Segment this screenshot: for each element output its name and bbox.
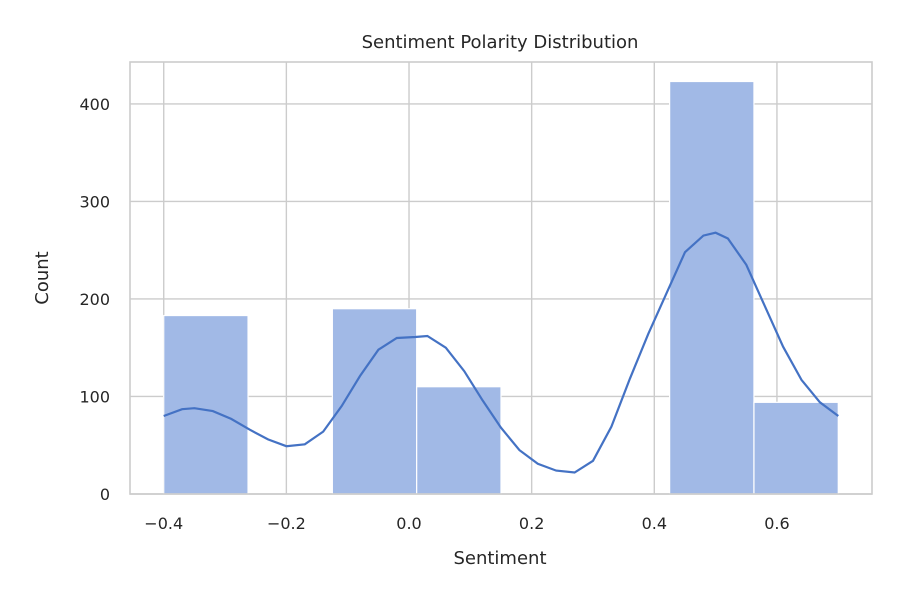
y-axis-label: Count [32, 251, 53, 304]
y-axis-ticks: 0 100 200 300 400 [79, 95, 110, 504]
y-tick-label: 400 [79, 95, 110, 114]
histogram-bar [416, 386, 502, 495]
plot-frame [129, 61, 873, 495]
y-tick-label: 0 [100, 485, 110, 504]
x-tick-label: 0.6 [764, 514, 789, 533]
x-tick-label: 0.2 [519, 514, 544, 533]
x-tick-label: 0.4 [642, 514, 667, 533]
y-tick-label: 100 [79, 387, 110, 406]
histogram-bars [163, 80, 839, 495]
histogram-bar [753, 401, 839, 495]
x-tick-label: −0.2 [267, 514, 306, 533]
histogram-bar [669, 80, 755, 495]
x-tick-label: 0.0 [396, 514, 421, 533]
kde-curve [163, 231, 839, 474]
y-tick-label: 300 [79, 192, 110, 211]
x-axis-ticks: −0.4 −0.2 0.0 0.2 0.4 0.6 [144, 514, 789, 533]
x-tick-label: −0.4 [144, 514, 183, 533]
histogram-bar [331, 308, 418, 495]
histogram-bar [163, 314, 249, 495]
y-tick-label: 200 [79, 290, 110, 309]
x-axis-label: Sentiment [453, 548, 546, 569]
chart-title: Sentiment Polarity Distribution [362, 32, 639, 53]
